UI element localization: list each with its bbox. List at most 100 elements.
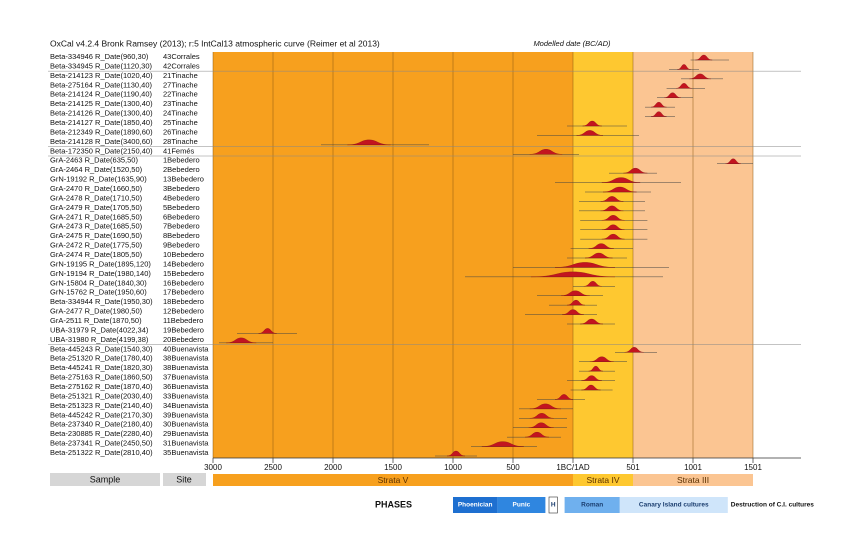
posterior [601, 233, 625, 240]
posterior [560, 290, 590, 296]
posterior [528, 422, 554, 428]
sample-label: Beta-275162 R_Date(1870,40) [50, 382, 153, 391]
posterior [566, 299, 586, 306]
posterior [664, 92, 682, 98]
sample-header: Sample [90, 474, 121, 484]
posterior [554, 394, 574, 400]
posterior [347, 139, 391, 146]
site-label: 1Bebedero [163, 156, 200, 165]
posterior [650, 111, 667, 117]
x-tick-label: 501 [626, 463, 640, 472]
sample-label: Beta-445242 R_Date(2170,30) [50, 410, 153, 419]
site-label: 23Tinache [163, 99, 198, 108]
x-tick-label: 2000 [324, 463, 342, 472]
site-label: 21Tinache [163, 71, 198, 80]
site-label: 37Buenavista [163, 373, 209, 382]
site-label: 24Tinache [163, 109, 198, 118]
sample-label: GrA-2511 R_Date(1870,50) [50, 316, 142, 325]
posterior [600, 196, 624, 202]
stratum-label: Strata V [378, 475, 409, 485]
phase-label: Phoenician [458, 502, 493, 509]
sample-label: Beta-237340 R_Date(2180,40) [50, 420, 153, 429]
posterior [562, 309, 584, 315]
sample-label: UBA-31979 R_Date(4022,34) [50, 325, 149, 334]
sample-label: Beta-334945 R_Date(1120,30) [50, 61, 153, 70]
sample-label: Beta-237341 R_Date(2450,50) [50, 439, 153, 448]
site-label: 10Bebedero [163, 250, 204, 259]
site-label: 29Buenavista [163, 429, 209, 438]
stratum-label: Strata IV [586, 475, 619, 485]
sample-label: Beta-445241 R_Date(1820,30) [50, 363, 153, 372]
sample-label: Beta-251323 R_Date(2140,40) [50, 401, 153, 410]
site-label: 7Bebedero [163, 222, 200, 231]
site-label: 6Bebedero [163, 212, 200, 221]
phase-segment [453, 497, 498, 513]
sample-label: GrN-15762 R_Date(1950,60) [50, 288, 147, 297]
posterior [581, 384, 601, 391]
site-label: 18Bebedero [163, 297, 204, 306]
site-label: 39Buenavista [163, 410, 209, 419]
sample-label: Beta-251322 R_Date(2810,40) [50, 448, 153, 457]
site-label: 17Bebedero [163, 288, 204, 297]
site-label: 38Buenavista [163, 354, 209, 363]
site-label: 25Tinache [163, 118, 198, 127]
stratum-bar [213, 474, 573, 486]
site-label: 9Bebedero [163, 241, 200, 250]
site-label: 43Corrales [163, 52, 200, 61]
stratum-bar [633, 474, 753, 486]
sample-label: GrN-19192 R_Date(1635,90) [50, 175, 147, 184]
sample-label: Beta-172350 R_Date(2150,40) [50, 146, 153, 155]
posterior [725, 158, 742, 164]
posterior [529, 149, 563, 155]
posterior [623, 167, 648, 174]
site-label: 35Buenavista [163, 448, 209, 457]
sample-label: GrA-2463 R_Date(635,50) [50, 156, 138, 165]
posterior [481, 441, 524, 447]
posterior [588, 243, 614, 249]
x-tick-label: 1BC/1AD [556, 463, 590, 472]
posterior [226, 337, 257, 344]
sample-label: Beta-212349 R_Date(1890,60) [50, 127, 153, 136]
posterior [650, 101, 667, 108]
posterior [677, 64, 691, 70]
phase-label: H [551, 502, 556, 509]
sample-label: Beta-214127 R_Date(1850,40) [50, 118, 153, 127]
site-label: 42Corrales [163, 61, 200, 70]
posterior [601, 215, 625, 221]
posterior [446, 450, 466, 457]
phases-note: Destruction of C.I. cultures [731, 502, 814, 509]
posterior [588, 365, 604, 372]
site-label: 8Bebedero [163, 231, 200, 240]
site-label: 34Buenavista [163, 401, 209, 410]
posterior [589, 356, 614, 362]
x-tick-label: 2500 [264, 463, 282, 472]
site-label: 31Buenavista [163, 439, 209, 448]
sample-header-box [50, 473, 160, 486]
sample-label: Beta-214124 R_Date(1190,40) [50, 90, 153, 99]
phase-label: Punic [513, 502, 531, 509]
phases-title: PHASES [375, 499, 412, 509]
sample-label: GrN-15804 R_Date(1840,30) [50, 278, 147, 287]
sample-label: GrA-2474 R_Date(1805,50) [50, 250, 143, 259]
site-label: 5Bebedero [163, 203, 200, 212]
posterior [582, 120, 602, 127]
site-label: 4Bebedero [163, 193, 200, 202]
stratum-bar [573, 474, 633, 486]
phase-label: Canary Island cultures [639, 502, 709, 509]
posterior [580, 318, 604, 325]
site-label: 15Bebedero [163, 269, 204, 278]
sample-label: GrA-2479 R_Date(1705,50) [50, 203, 143, 212]
x-tick-label: 3000 [204, 463, 222, 472]
site-label: 2Bebedero [163, 165, 200, 174]
x-tick-label: 1001 [684, 463, 702, 472]
site-label: 36Buenavista [163, 382, 209, 391]
posterior [583, 281, 602, 287]
sample-label: Beta-230885 R_Date(2280,40) [50, 429, 153, 438]
site-label: 22Tinache [163, 90, 198, 99]
sample-label: Beta-275163 R_Date(1860,50) [50, 373, 153, 382]
sample-label: Beta-214128 R_Date(3400,60) [50, 137, 153, 146]
posterior [602, 186, 637, 193]
sample-label: GrA-2477 R_Date(1980,50) [50, 307, 143, 316]
site-label: 26Tinache [163, 127, 198, 136]
